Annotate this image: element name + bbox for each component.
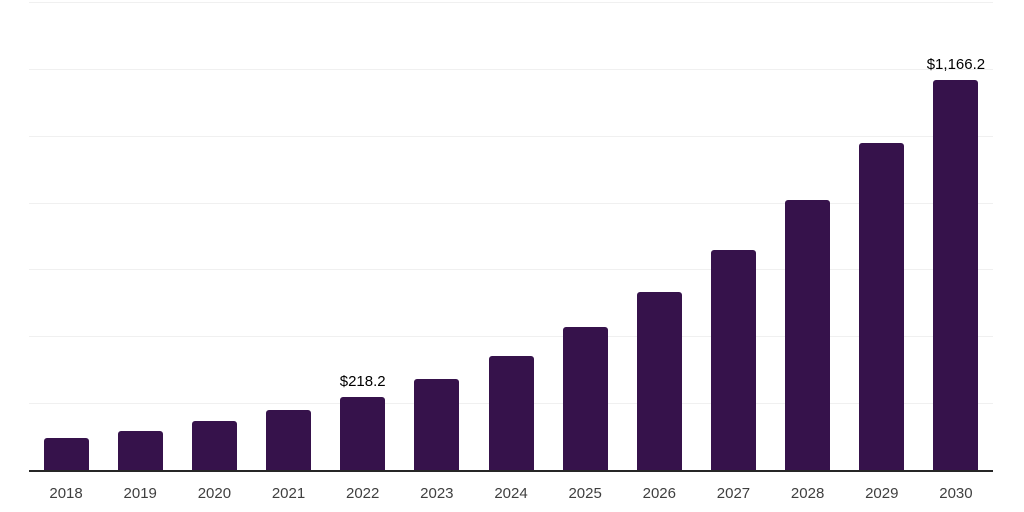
bar-2022 <box>340 397 386 470</box>
x-tick-label-2022: 2022 <box>346 485 380 502</box>
bar-2027 <box>710 250 756 470</box>
bar-2028 <box>785 199 831 470</box>
x-tick-label-2018: 2018 <box>49 485 83 502</box>
bar-2024 <box>488 356 534 470</box>
gridline-1200 <box>29 68 993 70</box>
bar-2026 <box>636 291 682 470</box>
x-tick-label-2025: 2025 <box>568 485 602 502</box>
x-tick-label-2029: 2029 <box>865 485 899 502</box>
bar-2025 <box>562 326 608 470</box>
x-tick-label-2026: 2026 <box>642 485 676 502</box>
bar-2020 <box>191 421 237 470</box>
gridline-400 <box>29 336 993 338</box>
x-tick-label-2021: 2021 <box>271 485 306 502</box>
bar-2021 <box>266 410 312 470</box>
x-tick-label-2027: 2027 <box>716 485 751 502</box>
x-tick-label-2023: 2023 <box>420 485 454 502</box>
x-tick-label-2020: 2020 <box>197 485 232 502</box>
x-axis-line <box>29 470 993 472</box>
x-tick-label-2024: 2024 <box>494 485 528 502</box>
bar-2030 <box>933 80 979 470</box>
gridline-1400 <box>29 2 993 3</box>
gridline-800 <box>29 202 993 204</box>
bar-2029 <box>859 143 905 470</box>
bar-2023 <box>414 379 460 470</box>
bar-2018 <box>43 437 89 470</box>
gridline-1000 <box>29 135 993 137</box>
data-label-2022: $218.2 <box>339 373 386 391</box>
bar-2019 <box>117 430 163 470</box>
data-label-2030: $1,166.2 <box>926 56 986 74</box>
x-tick-label-2030: 2030 <box>939 485 973 502</box>
x-tick-label-2028: 2028 <box>790 485 825 502</box>
gridline-600 <box>29 269 993 271</box>
x-tick-label-2019: 2019 <box>123 485 157 502</box>
